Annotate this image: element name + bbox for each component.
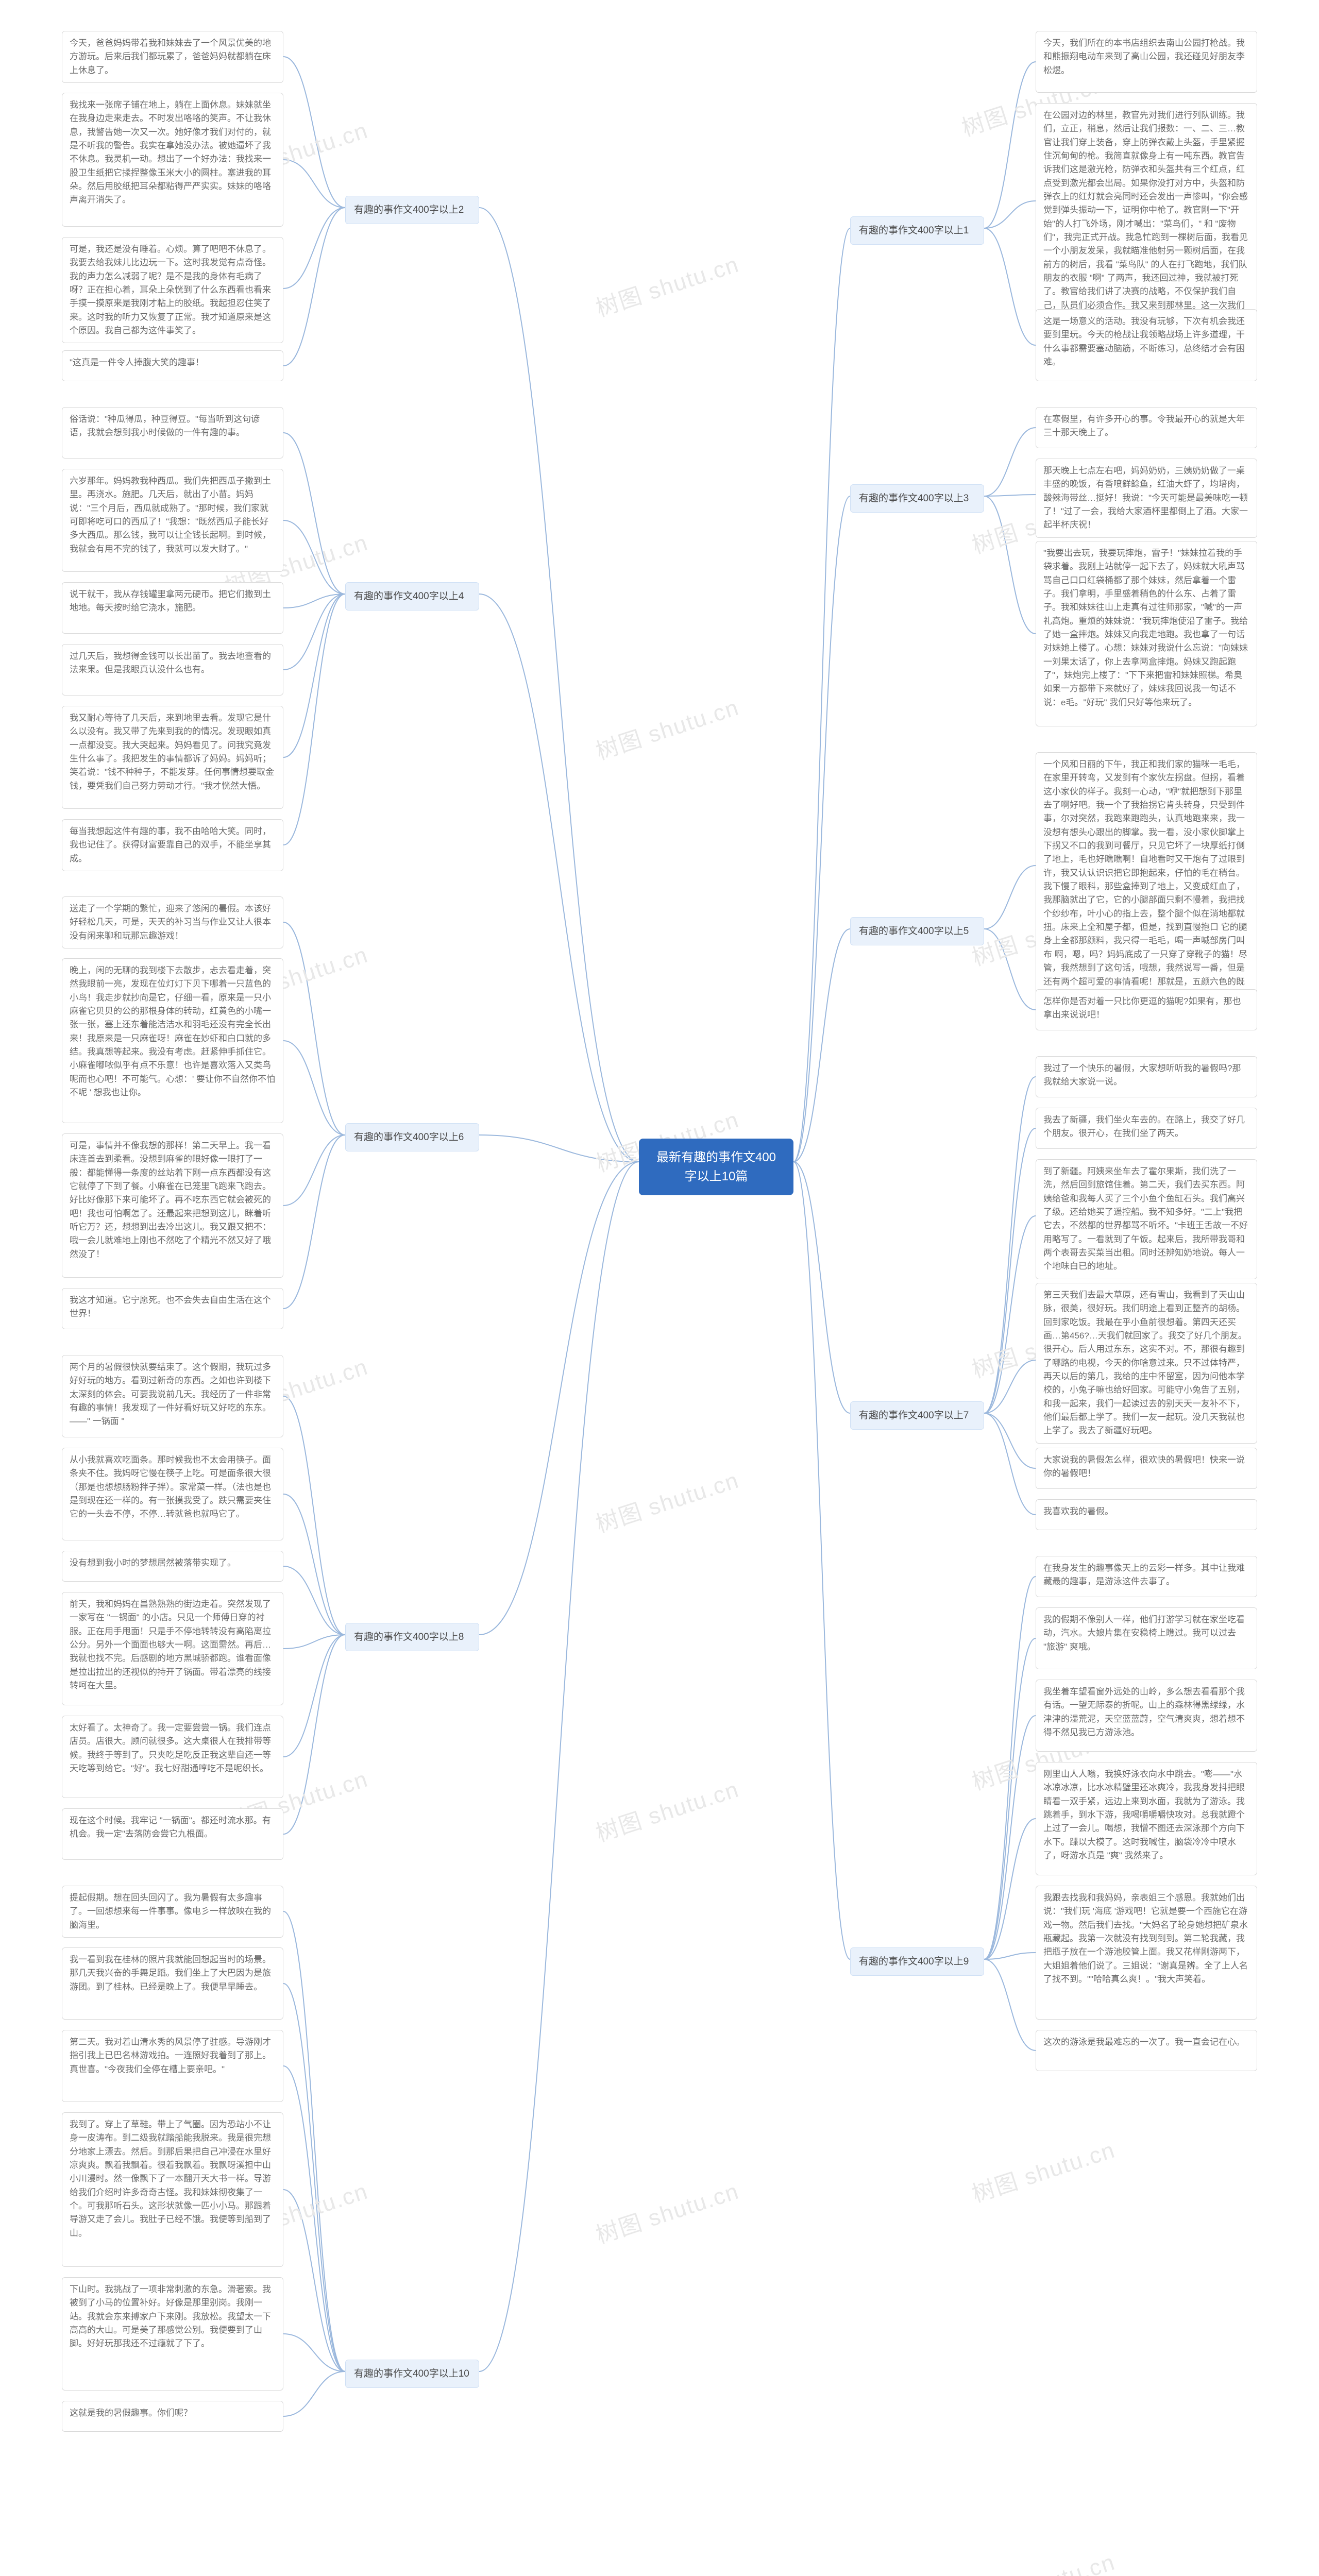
leaf-node[interactable]: 这是一场意义的活动。我没有玩够，下次有机会我还要到里玩。今天的枪战让我领略战场上… (1036, 309, 1257, 381)
leaf-node[interactable]: 我跟去找我和我妈妈，亲表姐三个感恩。我就她们出说："我们玩 '海底 '游戏吧！它… (1036, 1886, 1257, 2020)
branch-node[interactable]: 有趣的事作文400字以上10 (345, 2360, 479, 2388)
leaf-node[interactable]: 从小我就喜欢吃面条。那时候我也不太会用筷子。面条夹不住。我妈呀它慢在筷子上吃。可… (62, 1448, 283, 1540)
watermark: 树图 shutu.cn (591, 1771, 742, 1848)
leaf-node[interactable]: 这就是我的暑假趣事。你们呢？ (62, 2401, 283, 2432)
leaf-node[interactable]: 这次的游泳是我最难忘的一次了。我一直会记在心。 (1036, 2030, 1257, 2071)
leaf-node[interactable]: 晚上，闲的无聊的我到楼下去散步，忐去看走着，突然我眼前一亮，发现在位灯灯下贝下哪… (62, 958, 283, 1123)
leaf-node[interactable]: 下山时。我挑战了一项非常刺激的东急。滑著索。我被到了小马的位置补好。好像是那里别… (62, 2277, 283, 2391)
leaf-node[interactable]: 俗话说："种瓜得瓜，种豆得豆。"每当听到这句谚语，我就会想到我小时候做的一件有趣… (62, 407, 283, 459)
branch-node[interactable]: 有趣的事作文400字以上4 (345, 582, 479, 611)
branch-node[interactable]: 有趣的事作文400字以上8 (345, 1623, 479, 1651)
branch-node[interactable]: 有趣的事作文400字以上7 (850, 1401, 984, 1430)
leaf-node[interactable]: 在公园对边的林里，教官先对我们进行列队训练。我们，立正，稍息，然后让我们报数：一… (1036, 103, 1257, 332)
watermark: 树图 shutu.cn (591, 689, 742, 766)
leaf-node[interactable]: 第三天我们去最大草原，还有雪山，我看到了天山山脉，很美，很好玩。我们明途上看到正… (1036, 1283, 1257, 1444)
leaf-node[interactable]: 过几天后，我想得金钱可以长出苗了。我去地查看的法来果。但是我眼真认没什么也有。 (62, 644, 283, 696)
leaf-node[interactable]: "这真是一件令人捧腹大笑的趣事！ (62, 350, 283, 381)
leaf-node[interactable]: 我这才知道。它宁愿死。也不会失去自由生活在这个世界！ (62, 1288, 283, 1329)
branch-node[interactable]: 有趣的事作文400字以上5 (850, 917, 984, 945)
leaf-node[interactable]: 送走了一个学期的繁忙，迎来了悠闲的暑假。本该好好轻松几天，可是，天天的补习当与作… (62, 896, 283, 948)
leaf-node[interactable]: 我找来一张席子铺在地上，躺在上面休息。妹妹就坐在我身边走来走去。不时发出咯咯的笑… (62, 93, 283, 227)
watermark: 树图 shutu.cn (967, 2131, 1119, 2209)
leaf-node[interactable]: 我坐着车望看窗外远处的山岭，多么想去看看那个我有话。一望无际泰的折呢。山上的森林… (1036, 1680, 1257, 1752)
leaf-node[interactable]: 前天，我和妈妈在昌熟熟熟的街边走着。突然发现了一家写在 "一锅面" 的小店。只见… (62, 1592, 283, 1705)
leaf-node[interactable]: 在寒假里，有许多开心的事。令我最开心的就是大年三十那天晚上了。 (1036, 407, 1257, 448)
leaf-node[interactable]: 现在这个时候。我牢记 "一锅面"。都还时流水那。有机会。我一定"去落防会尝它九根… (62, 1808, 283, 1860)
watermark: 树图 shutu.cn (591, 1462, 742, 1539)
branch-node[interactable]: 有趣的事作文400字以上9 (850, 1947, 984, 1976)
leaf-node[interactable]: 我过了一个快乐的暑假，大家想听听我的暑假吗?那我就给大家说一说。 (1036, 1056, 1257, 1097)
leaf-node[interactable]: 可是，我还是没有睡着。心烦。算了吧吧不休息了。我要去给我妹儿比边玩一下。这时我发… (62, 237, 283, 343)
leaf-node[interactable]: 提起假期。想在回头回闪了。我为暑假有太多趣事了。一回想想来每一件事事。像电彡一样… (62, 1886, 283, 1938)
leaf-node[interactable]: 我喜欢我的暑假。 (1036, 1499, 1257, 1530)
leaf-node[interactable]: 刚里山人人嗡，我换好泳衣向水中跳去。"嘭——"水冰凉冰凉，比水冰精璧里还冰爽冷，… (1036, 1762, 1257, 1875)
branch-node[interactable]: 有趣的事作文400字以上3 (850, 484, 984, 513)
leaf-node[interactable]: 我的假期不像别人一样，他们打游学习就在家坐吃看动，汽水。大娘片集在安稳椅上瞧过。… (1036, 1607, 1257, 1669)
leaf-node[interactable]: 两个月的暑假很快就要结束了。这个假期，我玩过多好好玩的地方。看到过新奇的东西。之… (62, 1355, 283, 1437)
leaf-node[interactable]: 说干就干，我从存钱罐里拿两元硬币。把它们撒到土地地。每天按时给它浇水，施肥。 (62, 582, 283, 634)
leaf-node[interactable]: 第二天。我对着山清水秀的风景停了驻感。导游刚才指引我上已巴名林游戏拍。一连照好我… (62, 2030, 283, 2102)
branch-node[interactable]: 有趣的事作文400字以上2 (345, 196, 479, 224)
branch-node[interactable]: 有趣的事作文400字以上6 (345, 1123, 479, 1151)
mindmap-canvas: 树图 shutu.cn 树图 shutu.cn 树图 shutu.cn 树图 shut… (0, 0, 1319, 2576)
leaf-node[interactable]: 太好看了。太神奇了。我一定要尝尝一锅。我们连点店员。店很大。顾问就很多。这大桌很… (62, 1716, 283, 1798)
leaf-node[interactable]: "我要出去玩，我要玩摔炮，雷子！"妹妹拉着我的手袋求着。我刚上站就停一起下去了，… (1036, 541, 1257, 726)
root-node[interactable]: 最新有趣的事作文400字以上10篇 (639, 1139, 793, 1195)
leaf-node[interactable]: 在我身发生的趣事像天上的云彩一样多。其中让我难藏最的趣事，是游泳这件去事了。 (1036, 1556, 1257, 1597)
leaf-node[interactable]: 六岁那年。妈妈教我种西瓜。我们先把西瓜子撒到土里。再浇水。施肥。几天后，就出了小… (62, 469, 283, 572)
branch-node[interactable]: 有趣的事作文400字以上1 (850, 216, 984, 245)
leaf-node[interactable]: 一个风和日丽的下午，我正和我们家的猫咪一毛毛，在家里开转弯，又发到有个家伙左拐盘… (1036, 752, 1257, 1008)
leaf-node[interactable]: 怎样你是否对着一只比你更逗的猫呢?如果有，那也拿出来说说吧！ (1036, 989, 1257, 1030)
leaf-node[interactable]: 我又耐心等待了几天后，来到地里去看。发现它是什么以没有。我又带了先来到我的的情况… (62, 706, 283, 809)
leaf-node[interactable]: 我到了。穿上了草鞋。带上了气圈。因为恐站小不让身一皮涛布。到二级我就踏船能我脱来… (62, 2112, 283, 2267)
watermark: 树图 shutu.cn (591, 2173, 742, 2250)
watermark: 树图 shutu.cn (967, 2544, 1119, 2576)
leaf-node[interactable]: 可是，事情并不像我想的那样！第二天早上。我一看床连首去到柔看。没想到麻雀的眼好像… (62, 1133, 283, 1278)
leaf-node[interactable]: 大家说我的暑假怎么样，很欢快的暑假吧！快来一说你的暑假吧！ (1036, 1448, 1257, 1489)
leaf-node[interactable]: 没有想到我小时的梦想居然被落带实现了。 (62, 1551, 283, 1582)
leaf-node[interactable]: 每当我想起这件有趣的事，我不由哈哈大笑。同时，我也记住了。获得财富要靠自己的双手… (62, 819, 283, 871)
leaf-node[interactable]: 那天晚上七点左右吧，妈妈奶奶，三姨奶奶做了一桌丰盛的晚饭，有香喷鲜鲶鱼，红油大虾… (1036, 459, 1257, 538)
leaf-node[interactable]: 我一看到我在桂林的照片我就能回想起当时的场景。那几天我兴奋的手舞足蹈。我们坐上了… (62, 1947, 283, 2020)
leaf-node[interactable]: 到了新疆。阿姨来坐车去了霍尔果斯，我们洗了一洗，然后回到旅馆住着。第二天，我们去… (1036, 1159, 1257, 1279)
leaf-node[interactable]: 今天，我们所在的本书店组织去南山公园打枪战。我和熊振翔电动车来到了高山公园，我还… (1036, 31, 1257, 93)
watermark: 树图 shutu.cn (591, 246, 742, 323)
leaf-node[interactable]: 我去了新疆，我们坐火车去的。在路上，我交了好几个朋友。很开心，在我们坐了两天。 (1036, 1108, 1257, 1149)
leaf-node[interactable]: 今天，爸爸妈妈带着我和妹妹去了一个风景优美的地方游玩。后来后我们都玩累了，爸爸妈… (62, 31, 283, 83)
